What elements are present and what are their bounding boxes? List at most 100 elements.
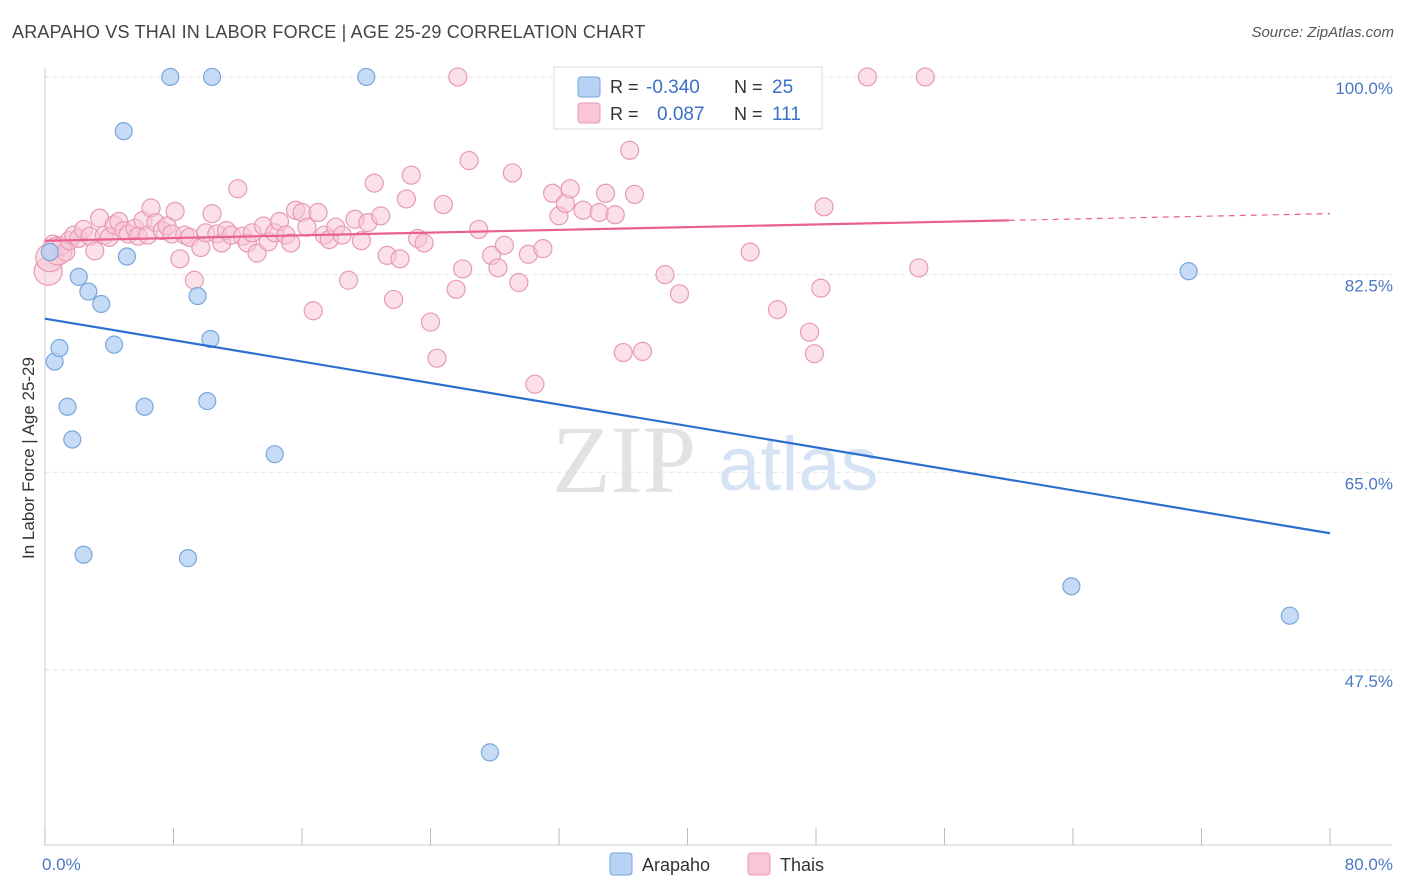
thais-point-72: [414, 233, 434, 253]
thais-point-67: [383, 289, 404, 310]
y-axis-label: In Labor Force | Age 25-29: [19, 357, 38, 559]
thais-point-96: [613, 342, 633, 363]
arapaho-point-19: [265, 445, 284, 464]
y-tick-label-0: 47.5%: [1345, 672, 1393, 691]
thais-point-76: [446, 279, 466, 299]
watermark: ZIP atlas: [552, 406, 879, 513]
thais-point-53: [297, 217, 317, 237]
thais-point-28: [165, 201, 185, 221]
y-tick-label-3: 100.0%: [1335, 79, 1393, 98]
arapaho-point-24: [1280, 606, 1299, 625]
arapaho-points: [40, 67, 1299, 762]
thais-point-112: [915, 67, 935, 87]
arapaho-point-16: [198, 392, 217, 411]
x-tick-label-0: 0.0%: [42, 855, 81, 874]
arapaho-point-8: [92, 294, 111, 314]
source-label: Source: ZipAtlas.com: [1251, 24, 1394, 41]
arapaho-point-22: [1062, 577, 1081, 596]
arapaho-point-17: [201, 329, 220, 349]
legend-r-value-thais: 0.087: [657, 104, 705, 125]
thais-point-62: [351, 231, 372, 251]
thais-point-111: [857, 67, 878, 87]
arapaho-point-4: [63, 430, 82, 449]
watermark-zip: ZIP: [552, 406, 696, 513]
thais-point-70: [401, 165, 421, 185]
chart-title: ARAPAHO VS THAI IN LABOR FORCE | AGE 25-…: [12, 22, 646, 42]
thais-point-109: [448, 67, 468, 87]
thais-point-82: [494, 235, 514, 255]
legend-n-value-thais: 111: [772, 104, 801, 125]
thais-point-107: [814, 197, 834, 217]
thais-point-108: [909, 258, 929, 278]
arapaho-point-11: [135, 397, 154, 416]
thais-point-73: [420, 312, 441, 332]
arapaho-point-5: [69, 267, 88, 286]
axes: [44, 68, 1392, 846]
thais-point-105: [804, 344, 824, 364]
thais-point-69: [396, 189, 417, 209]
thais-point-50: [281, 233, 301, 253]
thais-point-32: [184, 270, 204, 290]
bottom-legend-arapaho: Arapaho: [642, 855, 710, 875]
thais-point-83: [502, 163, 523, 183]
thais-point-35: [202, 204, 222, 224]
arapaho-point-2: [50, 338, 69, 358]
arapaho-point-0: [40, 242, 59, 262]
gridlines: [45, 76, 1392, 671]
legend-r-value-arapaho: -0.340: [646, 77, 700, 98]
thais-point-87: [533, 239, 553, 259]
thais-point-102: [740, 242, 760, 262]
arapaho-point-23: [1179, 262, 1198, 281]
arapaho-point-12: [114, 122, 133, 141]
arapaho-point-18: [202, 67, 222, 87]
thais-point-75: [433, 194, 453, 215]
thais-point-11: [85, 241, 105, 261]
trendlines: [44, 213, 1331, 535]
thais-point-88: [542, 183, 563, 203]
thais-point-98: [624, 184, 645, 205]
thais-point-74: [427, 348, 447, 368]
arapaho-trendline: [44, 317, 1331, 535]
legend-r-label-thais: R =: [610, 104, 639, 124]
arapaho-point-14: [178, 549, 198, 568]
thais-point-95: [605, 205, 625, 225]
arapaho-point-3: [58, 397, 77, 416]
arapaho-point-15: [188, 286, 207, 306]
legend-n-label-arapaho: N =: [734, 77, 763, 97]
thais-point-101: [669, 284, 690, 304]
thais-point-106: [811, 278, 831, 298]
arapaho-point-9: [104, 335, 124, 354]
thais-point-84: [509, 272, 529, 293]
thais-point-68: [390, 249, 410, 269]
legend-swatch-thais: [577, 102, 601, 124]
thais-point-104: [799, 322, 820, 342]
arapaho-point-21: [480, 743, 500, 762]
arapaho-point-20: [357, 67, 376, 87]
bottom-legend-swatch-arapaho: [609, 852, 633, 876]
y-tick-label-1: 65.0%: [1345, 474, 1393, 493]
thais-trendline: [44, 219, 1009, 242]
arapaho-point-13: [161, 67, 180, 87]
thais-points: [33, 67, 935, 394]
thais-point-29: [170, 249, 190, 269]
y-tick-label-2: 82.5%: [1345, 277, 1393, 296]
thais-point-93: [589, 202, 609, 223]
thais-point-65: [371, 206, 391, 226]
top-legend: R = -0.340 N = 25 R = 0.087 N = 111: [553, 66, 823, 130]
thais-point-92: [573, 200, 593, 220]
bottom-legend: Arapaho Thais: [609, 852, 824, 876]
thais-trendline-extension: [1008, 213, 1331, 221]
arapaho-point-10: [117, 247, 137, 266]
thais-point-81: [488, 258, 508, 278]
arapaho-point-7: [79, 282, 98, 301]
thais-point-86: [525, 374, 545, 394]
thais-point-40: [228, 179, 248, 199]
y-tick-labels: 47.5% 65.0% 82.5% 100.0%: [1335, 79, 1393, 691]
thais-point-79: [469, 219, 489, 240]
thais-point-77: [453, 259, 473, 279]
legend-r-label-arapaho: R =: [610, 77, 639, 97]
thais-point-94: [595, 183, 616, 203]
thais-point-97: [620, 140, 640, 160]
thais-point-60: [338, 270, 359, 290]
